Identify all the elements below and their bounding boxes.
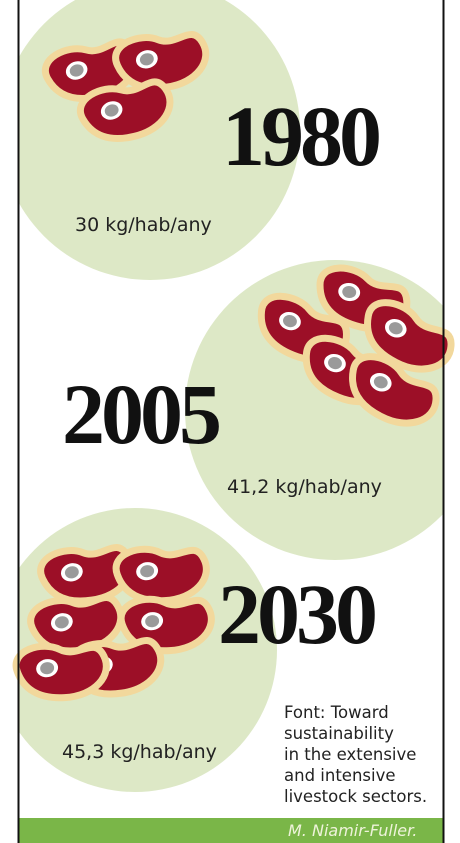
page: 1980 30 kg/hab/any 2005 41,2 kg/hab/any … bbox=[0, 0, 460, 843]
source-line: in the extensive bbox=[284, 745, 416, 764]
source-line: sustainability bbox=[284, 724, 394, 743]
infographic: 1980 30 kg/hab/any 2005 41,2 kg/hab/any … bbox=[0, 0, 460, 843]
year: 2005 bbox=[62, 366, 219, 462]
consumption-label: 45,3 kg/hab/any bbox=[62, 741, 217, 763]
source-line: livestock sectors. bbox=[284, 787, 427, 806]
source-line: Font: Toward bbox=[284, 703, 389, 722]
source-author: M. Niamir-Fuller. bbox=[288, 821, 417, 840]
year: 1980 bbox=[222, 88, 379, 184]
consumption-label: 30 kg/hab/any bbox=[75, 214, 212, 236]
source-line: and intensive bbox=[284, 766, 396, 785]
year: 2030 bbox=[218, 566, 375, 662]
consumption-label: 41,2 kg/hab/any bbox=[227, 476, 382, 498]
